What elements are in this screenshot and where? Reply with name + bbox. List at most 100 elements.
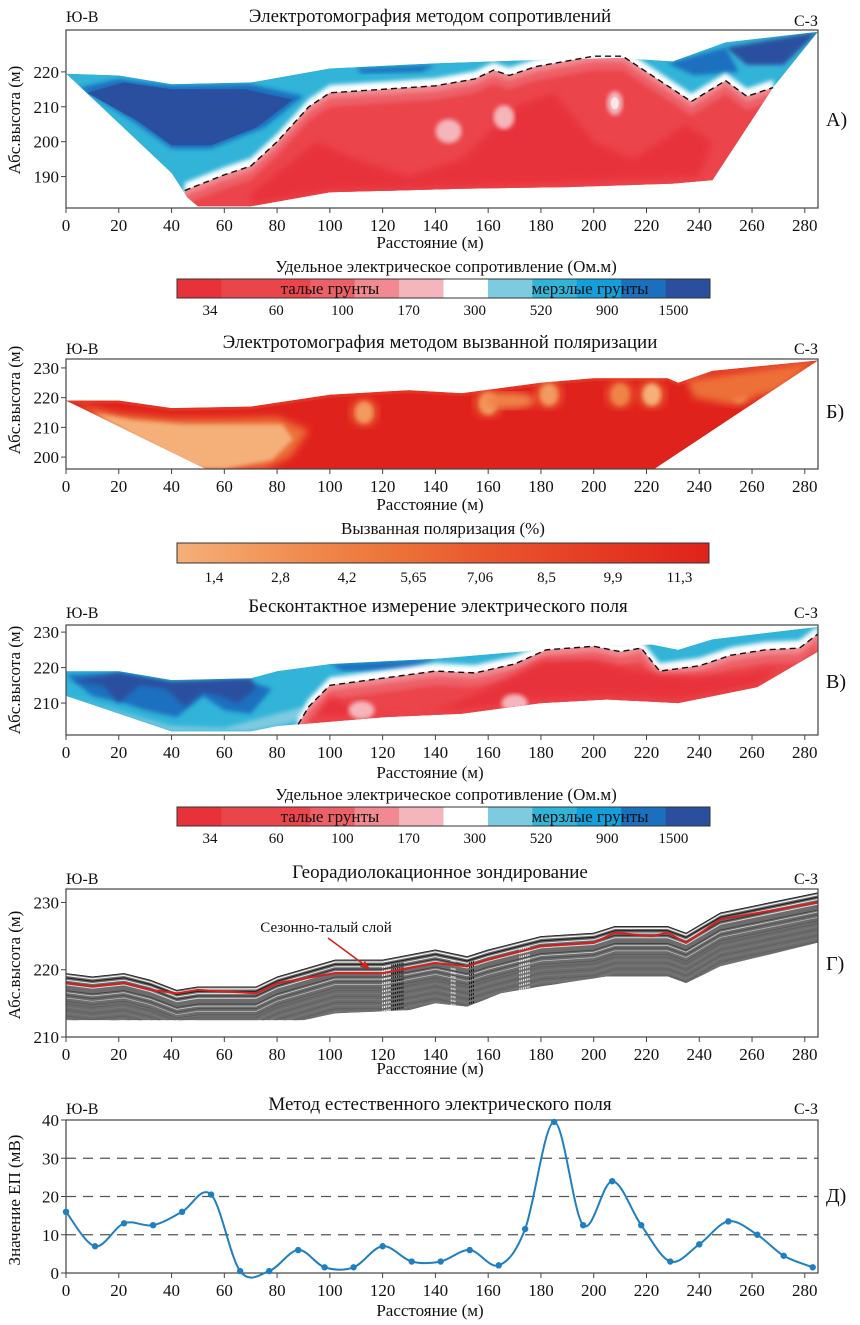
section-fill (66, 360, 818, 469)
panel-label: Г) (826, 953, 844, 975)
x-tick-label: 100 (317, 1281, 343, 1300)
colorbar-cell (265, 279, 311, 298)
colorbar-tick-label: 34 (203, 303, 219, 319)
colorbar-cell (487, 279, 533, 298)
reflector-band (66, 894, 818, 993)
x-tick-label: 200 (581, 477, 607, 496)
x-tick-label: 120 (370, 1281, 396, 1300)
x-tick-label: 120 (370, 477, 396, 496)
x-tick-label: 140 (423, 1281, 449, 1300)
x-tick-label: 260 (739, 1045, 765, 1064)
annotation-arrowhead (360, 961, 370, 969)
panel-label: Д) (826, 1185, 846, 1207)
colorbar-cell (532, 807, 578, 826)
ip-zone (642, 383, 661, 406)
colorbar-tick-label: 60 (269, 303, 284, 319)
x-tick-label: 200 (581, 216, 607, 235)
x-tick-label: 0 (62, 1281, 71, 1300)
x-tick-label: 100 (317, 1045, 343, 1064)
x-tick-label: 260 (739, 1281, 765, 1300)
colorbar-ticks: 1,4 2,8 4,2 5,65 7,06 8,5 9,9 11,3 (205, 570, 693, 586)
panel-self-potential: Метод естественного электрического поля … (5, 1094, 846, 1320)
annotation-active-layer: Сезонно-талый слой (260, 920, 391, 936)
colorbar-cell (221, 279, 267, 298)
x-tick-label: 80 (269, 743, 286, 762)
colorbar-tick-label: 1,4 (205, 570, 224, 586)
sp-data-point (408, 1258, 415, 1265)
plot-frame (65, 888, 819, 1038)
resistivity-lens (348, 701, 375, 720)
x-axis-label: Расстояние (м) (376, 233, 483, 252)
x-tick-label: 180 (528, 743, 554, 762)
x-tick-label: 60 (216, 743, 233, 762)
colorbar-frame (176, 278, 711, 299)
x-tick-label: 40 (163, 477, 180, 496)
x-tick-label: 240 (687, 1045, 713, 1064)
x-tick-label: 160 (475, 477, 501, 496)
x-tick-label: 120 (370, 1045, 396, 1064)
colorbar-gradient (176, 542, 710, 564)
x-tick-label: 160 (475, 743, 501, 762)
colorbar-tick-label: 8,5 (537, 570, 556, 586)
x-tick-label: 120 (370, 743, 396, 762)
x-tick-label: 100 (317, 216, 343, 235)
striation (66, 932, 818, 1021)
x-tick-label: 100 (317, 477, 343, 496)
y-tick-label: 10 (42, 1226, 59, 1245)
frozen-core (725, 31, 818, 65)
sp-data-point (608, 1178, 616, 1185)
ip-zone (539, 383, 558, 406)
x-tick-label: 200 (581, 1281, 607, 1300)
striation (66, 941, 818, 1021)
reflector-band (66, 903, 818, 1003)
colorbar-cell (665, 279, 711, 298)
y-axis-label: Абс.высота (м) (5, 911, 24, 1020)
colorbar-title: Удельное электрическое сопротивление (Ом… (275, 257, 617, 276)
x-tick-label: 280 (792, 477, 818, 496)
x-tick-label: 180 (528, 216, 554, 235)
plot-area: 0 20 40 60 80 100 120 140 160 180 200 220 240 260 280 0… (42, 1111, 819, 1300)
x-tick-label: 220 (634, 216, 660, 235)
colorbar-frame (176, 806, 711, 827)
frozen-patch (356, 64, 436, 74)
y-tick-label: 220 (34, 63, 60, 82)
colorbar-cell (399, 279, 444, 298)
sp-data-point (466, 1246, 473, 1254)
x-tick-label: 140 (423, 216, 449, 235)
striation (66, 922, 818, 1021)
x-tick-label: 0 (62, 1045, 71, 1064)
colorbar-resistivity-c: Удельное электрическое сопротивление (Ом… (176, 785, 711, 847)
y-tick-label: 40 (42, 1111, 59, 1130)
x-tick-label: 60 (216, 1281, 233, 1300)
y-tick-label: 210 (34, 1028, 60, 1047)
y-tick-label: 30 (42, 1149, 59, 1168)
resistivity-lens (435, 119, 462, 144)
frozen-patch (667, 47, 739, 76)
x-tick-label: 100 (317, 743, 343, 762)
x-tick-label: 140 (423, 477, 449, 496)
colorbar-ticks: 34 60 100 170 300 520 900 1500 (203, 831, 689, 847)
colorbar-tick-label: 520 (530, 303, 553, 319)
colorbar-cells (176, 806, 711, 827)
colorbar-tick-label: 34 (203, 831, 219, 847)
y-tick-label: 220 (34, 961, 60, 980)
x-tick-label: 220 (634, 1281, 660, 1300)
colorbar-cell (621, 807, 667, 826)
x-tick-label: 180 (528, 1045, 554, 1064)
panel-title: Георадиолокационное зондирование (292, 862, 588, 883)
x-tick-label: 140 (423, 743, 449, 762)
x-tick-label: 260 (739, 743, 765, 762)
panel-title: Электротомография методом вызванной поля… (223, 332, 658, 353)
colorbar-tick-label: 520 (530, 831, 553, 847)
colorbar-cell (177, 807, 222, 826)
x-tick-label: 240 (687, 477, 713, 496)
sp-data-point (780, 1252, 787, 1259)
colorbar-tick-label: 100 (331, 303, 354, 319)
x-tick-label: 80 (269, 1281, 286, 1300)
x-tick-label: 260 (739, 477, 765, 496)
colorbar-tick-label: 60 (269, 831, 284, 847)
direction-left-label: Ю-В (66, 605, 98, 622)
y-axis-label: Абс.высота (м) (5, 66, 24, 175)
reflector-band (66, 892, 818, 991)
